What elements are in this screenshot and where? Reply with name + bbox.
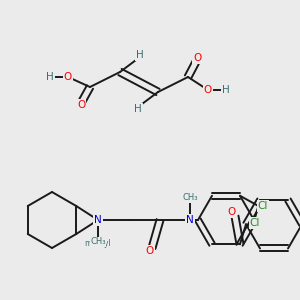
Text: Cl: Cl (250, 218, 260, 228)
Text: H: H (222, 85, 230, 95)
Text: O: O (193, 53, 201, 63)
Text: CH₃: CH₃ (182, 194, 198, 202)
Text: O: O (146, 246, 154, 256)
Text: O: O (204, 85, 212, 95)
Text: methyl: methyl (85, 239, 111, 248)
Text: O: O (64, 72, 72, 82)
Text: N: N (94, 215, 102, 225)
Text: O: O (227, 207, 235, 217)
Text: Cl: Cl (258, 201, 268, 211)
Text: H: H (136, 50, 144, 60)
Text: H: H (46, 72, 54, 82)
Text: O: O (77, 100, 85, 110)
Text: N: N (186, 215, 194, 225)
Text: H: H (134, 104, 142, 114)
Text: CH₃: CH₃ (90, 238, 106, 247)
